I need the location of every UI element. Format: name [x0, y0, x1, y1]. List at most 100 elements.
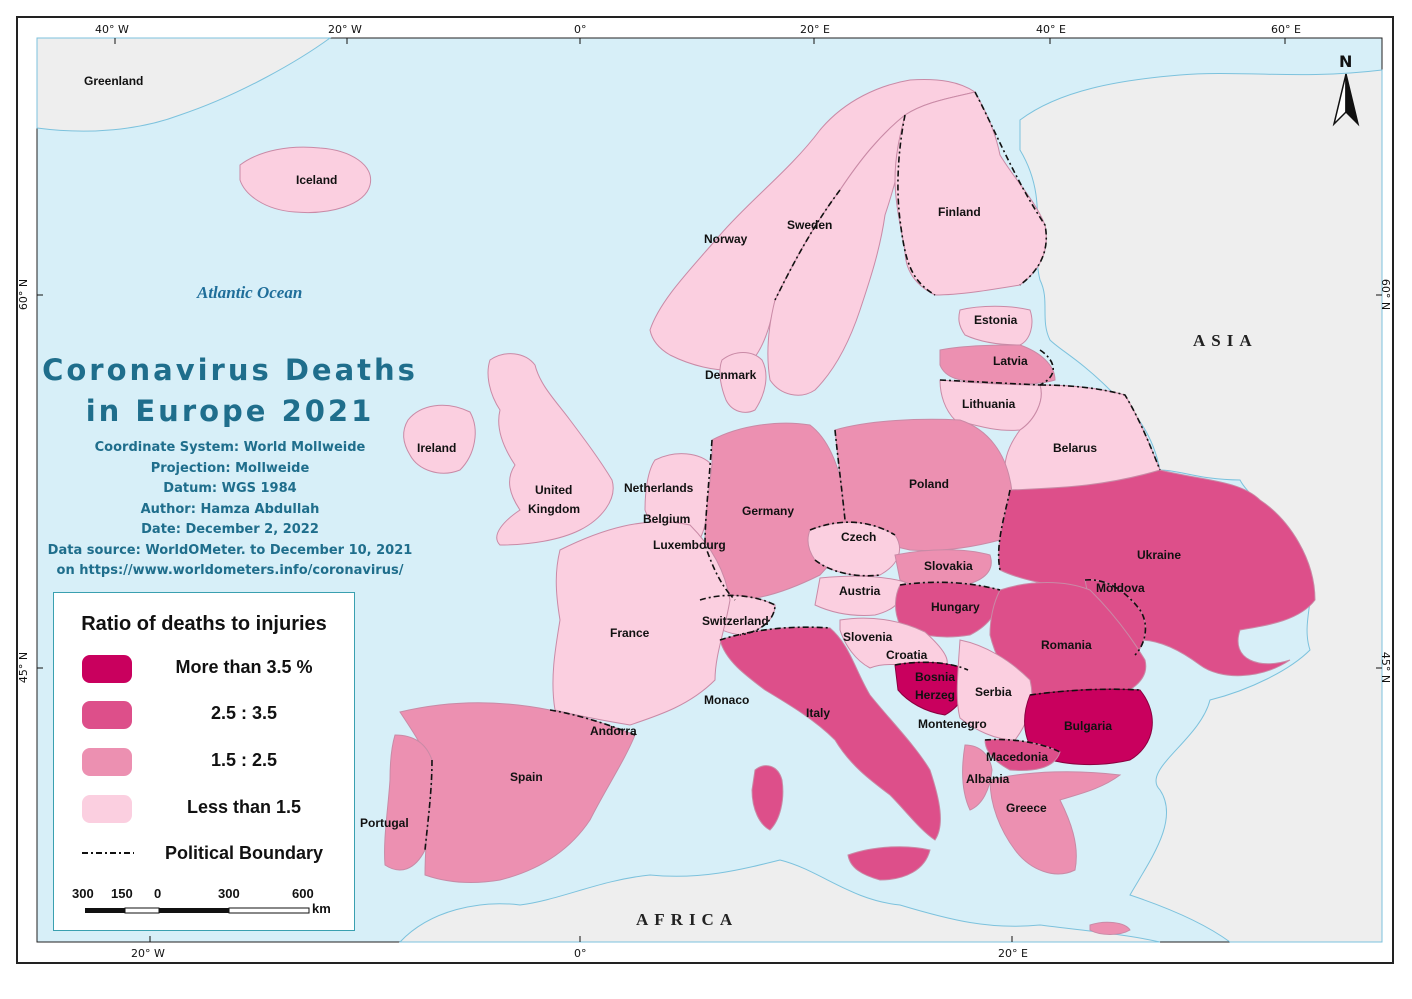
- grid-label-top-0: 0°: [574, 23, 587, 36]
- legend-boundary-symbol: [82, 852, 134, 854]
- legend-label-class-3: 1.5 : 2.5: [210, 750, 278, 770]
- label-romania: Romania: [1041, 638, 1092, 652]
- label-germany: Germany: [742, 504, 795, 518]
- grid-label-top-40w: 40° W: [95, 23, 129, 36]
- label-poland: Poland: [909, 477, 950, 491]
- label-moldova: Moldova: [1096, 581, 1145, 595]
- crete-shape: [1089, 921, 1131, 935]
- grid-label-left-45n: 45° N: [17, 651, 31, 684]
- boundary-norway-sweden: [774, 189, 841, 301]
- scale-bar: [85, 907, 310, 914]
- data-source-text: Data source: WorldOMeter. to December 10…: [47, 542, 413, 558]
- albania-shape: [962, 744, 993, 811]
- boundary-pyrenees: [549, 709, 636, 736]
- label-estonia: Estonia: [974, 313, 1018, 327]
- label-montenegro: Montenegro: [918, 717, 987, 731]
- political-boundaries: [424, 91, 1161, 851]
- grid-label-top-20e: 20° E: [800, 23, 830, 36]
- scale-unit: km: [312, 901, 331, 916]
- uk-shape: [487, 353, 614, 546]
- label-belgium: Belgium: [643, 512, 691, 526]
- boundary-germany-west: [704, 439, 736, 601]
- label-andorra: Andorra: [590, 724, 637, 738]
- legend-swatch-class-2: [82, 701, 132, 729]
- boundary-spain-portugal: [424, 759, 433, 851]
- scale-tick-4: 300: [218, 886, 240, 901]
- grid-label-bottom-20e: 20° E: [998, 947, 1028, 960]
- boundary-romania-bulgaria: [1029, 688, 1141, 696]
- graticule-ticks: [37, 38, 1382, 942]
- label-greece: Greece: [1006, 801, 1047, 815]
- africa-land: [398, 859, 1161, 943]
- label-herzeg: Herzeg: [915, 688, 956, 702]
- scale-tick-2: 150: [111, 886, 133, 901]
- ireland-shape: [403, 404, 476, 474]
- label-czech: Czech: [841, 530, 877, 544]
- greece-shape: [989, 771, 1122, 875]
- label-belarus: Belarus: [1053, 441, 1098, 455]
- france-shape: [552, 521, 731, 726]
- legend-label-boundary: Political Boundary: [164, 843, 324, 863]
- label-france: France: [610, 626, 650, 640]
- label-serbia: Serbia: [975, 685, 1012, 699]
- scale-tick-5: 600: [292, 886, 314, 901]
- label-ireland: Ireland: [417, 441, 457, 455]
- legend-swatch-class-1: [82, 655, 132, 683]
- label-hungary: Hungary: [931, 600, 980, 614]
- portugal-shape: [384, 734, 433, 871]
- label-croatia: Croatia: [886, 648, 928, 662]
- label-denmark: Denmark: [705, 368, 757, 382]
- denmark-shape: [719, 352, 767, 413]
- boundary-alps: [719, 626, 831, 641]
- legend-label-class-2: 2.5 : 3.5: [210, 703, 278, 723]
- label-united-kingdom-2: Kingdom: [528, 502, 580, 516]
- legend-box: Ratio of deaths to injuries More than 3.…: [53, 592, 355, 931]
- grid-label-right-60n: 60° N: [1379, 278, 1393, 311]
- map-title-line-2: in Europe 2021: [85, 394, 375, 428]
- map-metadata: Coordinate System: World Mollweide Proje…: [40, 438, 420, 582]
- iceland-shape: [239, 146, 372, 214]
- date-text: Date: December 2, 2022: [141, 522, 319, 537]
- sardinia-shape: [751, 765, 784, 831]
- boundary-germany-poland: [834, 429, 846, 521]
- grid-label-top-60e: 60° E: [1271, 23, 1301, 36]
- legend-label-class-4: Less than 1.5: [186, 797, 302, 817]
- boundary-hungary-slovakia: [899, 581, 1001, 591]
- label-ukraine: Ukraine: [1137, 548, 1182, 562]
- latvia-shape: [939, 344, 1056, 385]
- czech-shape: [807, 521, 900, 577]
- grid-label-right-45n: 45° N: [1379, 651, 1393, 684]
- label-latvia: Latvia: [993, 354, 1028, 368]
- legend-title: Ratio of deaths to injuries: [81, 613, 327, 635]
- label-netherlands: Netherlands: [624, 481, 694, 495]
- boundary-poland-ukraine: [997, 489, 1011, 571]
- label-slovakia: Slovakia: [924, 559, 973, 573]
- label-united-kingdom-1: United: [535, 483, 573, 497]
- africa-label: AFRICA: [636, 910, 739, 929]
- label-spain: Spain: [510, 770, 543, 784]
- north-arrow-icon: [1332, 73, 1360, 127]
- label-norway: Norway: [704, 232, 748, 246]
- legend-swatch-class-3: [82, 748, 132, 776]
- boundary-belarus-russia: [1039, 384, 1161, 471]
- label-finland: Finland: [938, 205, 981, 219]
- boundary-macedonia: [984, 738, 1061, 753]
- map-title: Coronavirus Deaths in Europe 2021: [40, 350, 420, 432]
- label-sweden: Sweden: [787, 218, 833, 232]
- grid-label-bottom-0: 0°: [574, 947, 587, 960]
- grid-label-bottom-20w: 20° W: [131, 947, 165, 960]
- atlantic-ocean-label: Atlantic Ocean: [197, 283, 303, 302]
- grid-label-top-40e: 40° E: [1036, 23, 1066, 36]
- boundary-moldova: [1084, 579, 1147, 656]
- data-source-url-text: on https://www.worldometers.info/coronav…: [56, 563, 404, 578]
- grid-label-top-20w: 20° W: [328, 23, 362, 36]
- label-italy: Italy: [806, 706, 831, 720]
- label-monaco: Monaco: [704, 693, 750, 707]
- label-slovenia: Slovenia: [843, 630, 893, 644]
- asia-label: ASIA: [1193, 331, 1258, 350]
- italy-shape: [719, 626, 941, 841]
- label-luxembourg: Luxembourg: [653, 538, 726, 552]
- label-albania: Albania: [966, 772, 1010, 786]
- legend-swatch-class-4: [82, 795, 132, 823]
- label-bulgaria: Bulgaria: [1064, 719, 1113, 733]
